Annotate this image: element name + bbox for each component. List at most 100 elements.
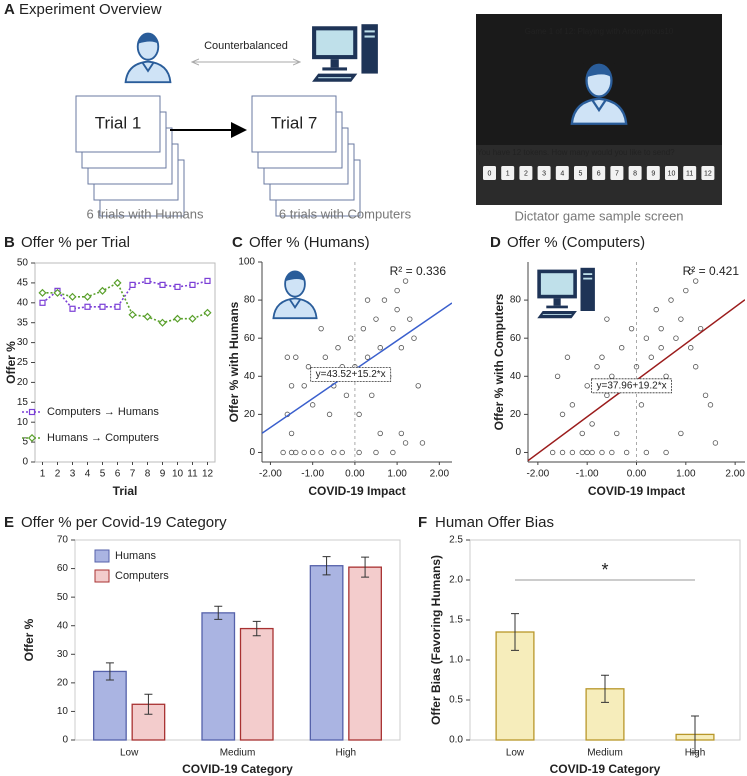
y-axis-label: Offer % with Computers xyxy=(492,293,506,430)
point xyxy=(688,268,694,275)
point xyxy=(415,383,421,389)
point xyxy=(688,345,694,351)
fit-label: y=37.96+19.2*x xyxy=(597,380,667,391)
point xyxy=(280,449,286,456)
point xyxy=(564,354,571,360)
x-axis-label: COVID-19 Category xyxy=(182,762,293,776)
point xyxy=(569,402,576,408)
point xyxy=(356,449,362,456)
x-tick-label: 0.00 xyxy=(627,469,647,480)
point xyxy=(692,278,699,284)
token-button[interactable] xyxy=(683,166,697,180)
marker xyxy=(188,314,197,323)
y-tick-label: 40 xyxy=(57,620,69,631)
point xyxy=(614,430,620,437)
y-axis-label: Offer % xyxy=(4,341,18,384)
point xyxy=(369,392,375,399)
x-tick-label: 5 xyxy=(100,469,106,480)
marker xyxy=(204,277,211,285)
stack-caption: 6 trials with Computers xyxy=(279,206,412,221)
point xyxy=(702,392,709,399)
token-button[interactable] xyxy=(592,166,606,180)
screen-caption: Dictator game sample screen xyxy=(514,208,683,223)
bar xyxy=(309,565,344,741)
token-button[interactable] xyxy=(628,166,642,180)
point xyxy=(599,449,605,456)
point xyxy=(633,364,640,370)
point xyxy=(658,345,664,351)
x-tick-label: -2.00 xyxy=(259,469,282,480)
y-tick-label: 60 xyxy=(510,333,522,344)
y-tick-label: 60 xyxy=(57,563,69,574)
person-icon xyxy=(272,270,318,320)
human-icon xyxy=(124,32,172,84)
point xyxy=(293,449,299,456)
token-button[interactable] xyxy=(701,166,715,180)
marker xyxy=(68,292,77,301)
point xyxy=(377,345,383,351)
computer-icon xyxy=(536,267,596,319)
x-tick-label: High xyxy=(336,748,357,759)
point xyxy=(599,354,605,360)
y-tick-label: 10 xyxy=(57,706,69,717)
marker xyxy=(203,308,212,317)
token-button[interactable] xyxy=(537,166,551,180)
point xyxy=(712,440,719,446)
token-button-label: 8 xyxy=(633,170,637,177)
token-button[interactable] xyxy=(646,166,660,180)
fit-label-box xyxy=(591,378,672,394)
y-tick-label: 40 xyxy=(244,371,256,382)
x-tick-label: 3 xyxy=(70,469,76,480)
y-tick-label: 40 xyxy=(17,297,29,308)
marker xyxy=(114,303,121,310)
token-button[interactable] xyxy=(519,166,533,180)
y-tick-label: 60 xyxy=(244,333,256,344)
point xyxy=(390,325,396,332)
point xyxy=(584,449,590,456)
token-button[interactable] xyxy=(483,166,496,180)
error-bar xyxy=(105,662,114,681)
y-tick-label: 100 xyxy=(238,257,255,268)
x-axis-label: Trial xyxy=(113,484,138,498)
token-button[interactable] xyxy=(555,166,569,180)
panel-title: Human Offer Bias xyxy=(435,514,554,531)
token-button[interactable] xyxy=(665,166,678,180)
panel-a: A Experiment Overview Counterbalanced Tr… xyxy=(4,1,722,223)
point xyxy=(381,297,388,303)
marker xyxy=(174,283,181,290)
point xyxy=(398,345,405,351)
legend-label: Computers xyxy=(115,570,169,582)
y-axis-label: Offer Bias (Favoring Humans) xyxy=(429,555,443,725)
point xyxy=(678,430,684,437)
x-tick-label: Medium xyxy=(587,748,623,759)
marker xyxy=(159,281,166,288)
screen-header: Game 1 of 12: Playing with Anonymous10 xyxy=(525,27,674,36)
y-tick-label: 25 xyxy=(17,357,29,368)
x-tick-label: 1.00 xyxy=(676,469,696,480)
r2-label: R² = 0.421 xyxy=(683,264,740,278)
token-button[interactable] xyxy=(574,166,587,180)
x-tick-label: 2.00 xyxy=(430,469,450,480)
y-tick-label: 0 xyxy=(62,735,68,746)
point xyxy=(301,383,307,389)
point xyxy=(402,440,409,446)
point xyxy=(335,345,341,351)
series-line xyxy=(42,280,208,310)
point xyxy=(579,449,585,456)
point xyxy=(683,287,689,294)
point xyxy=(668,297,674,303)
y-tick-label: 0 xyxy=(22,457,28,468)
x-tick-label: -1.00 xyxy=(576,469,599,480)
y-tick-label: 2.0 xyxy=(449,575,463,586)
x-tick-label: 10 xyxy=(172,469,184,480)
point xyxy=(373,449,379,456)
panel-title: Offer % per Covid-19 Category xyxy=(21,514,227,531)
y-tick-label: 20 xyxy=(510,409,522,420)
token-button[interactable] xyxy=(501,166,515,180)
point xyxy=(419,440,426,446)
x-tick-label: 2.00 xyxy=(725,469,745,480)
marker xyxy=(98,286,107,295)
x-tick-label: 8 xyxy=(145,469,151,480)
token-button[interactable] xyxy=(610,166,624,180)
y-tick-label: 20 xyxy=(17,377,29,388)
